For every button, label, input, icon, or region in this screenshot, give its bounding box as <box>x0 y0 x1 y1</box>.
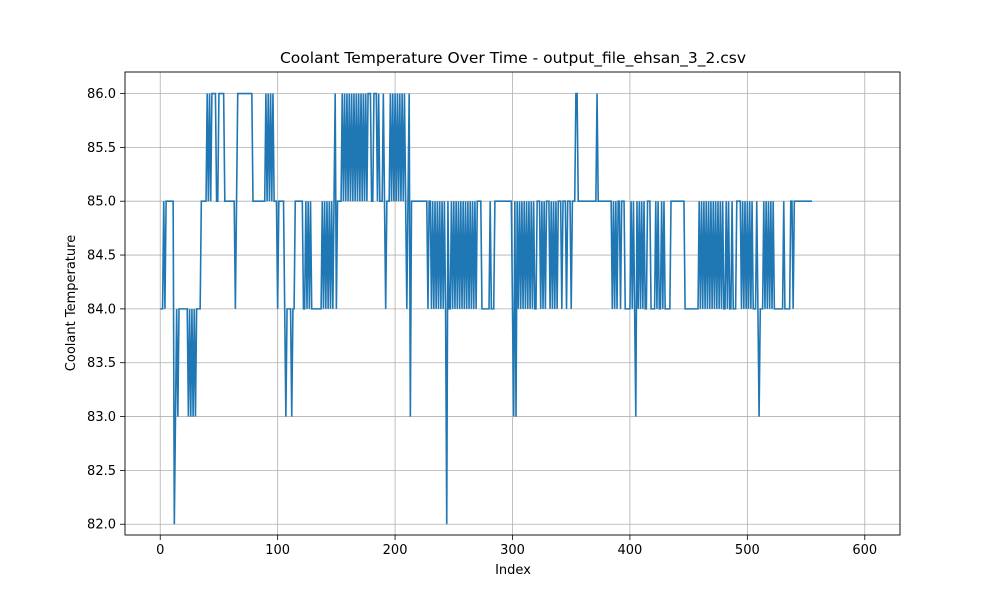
y-tick-label: 83.0 <box>87 410 116 425</box>
x-tick-label: 500 <box>735 543 760 558</box>
y-tick-label: 82.5 <box>87 464 116 479</box>
y-axis: 82.0 82.5 83.0 83.5 84.0 84.5 85.0 85.5 86.0 <box>87 87 125 533</box>
y-tick-label: 84.0 <box>87 302 116 317</box>
x-axis: 0 100 200 300 400 500 600 <box>156 535 877 558</box>
y-tick-label: 85.0 <box>87 195 116 210</box>
y-axis-label: Coolant Temperature <box>64 235 79 371</box>
x-tick-label: 400 <box>618 543 643 558</box>
y-tick-label: 84.5 <box>87 249 116 264</box>
x-tick-label: 200 <box>383 543 408 558</box>
y-tick-label: 82.0 <box>87 518 116 533</box>
y-tick-label: 83.5 <box>87 356 116 371</box>
x-tick-label: 300 <box>500 543 525 558</box>
chart-title: Coolant Temperature Over Time - output_f… <box>280 49 746 68</box>
x-tick-label: 100 <box>265 543 290 558</box>
y-tick-label: 86.0 <box>87 87 116 102</box>
x-tick-label: 600 <box>852 543 877 558</box>
y-tick-label: 85.5 <box>87 141 116 156</box>
series-line-coolant-temperature <box>160 92 812 525</box>
x-tick-label: 0 <box>156 543 164 558</box>
x-axis-label: Index <box>495 563 531 578</box>
